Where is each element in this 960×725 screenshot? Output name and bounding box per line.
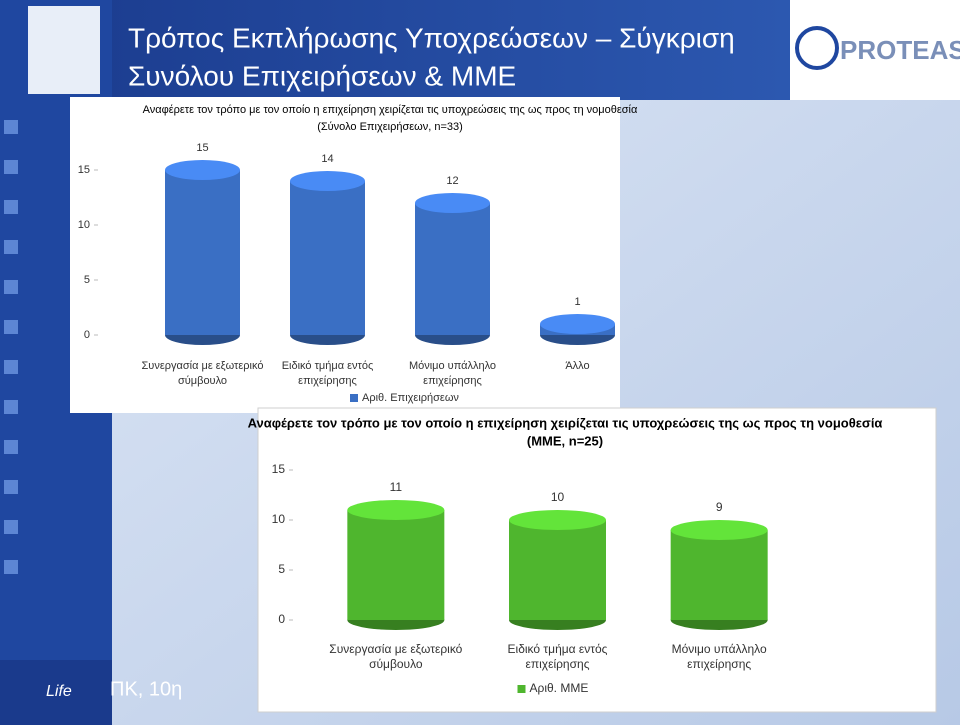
legend-label: Αριθ. Επιχειρήσεων — [362, 392, 459, 404]
value-label: 12 — [446, 175, 458, 187]
y-tick-label: 15 — [78, 164, 90, 176]
cylinder-top — [415, 193, 490, 213]
y-tick-label: 15 — [272, 462, 286, 476]
eu-logo — [0, 660, 112, 725]
cylinder-top — [670, 520, 768, 540]
x-tick-label: Ειδικό τμήμα εντός — [282, 360, 374, 372]
cylinder-bar — [509, 510, 606, 630]
y-tick-label: 10 — [78, 219, 90, 231]
cylinder-top — [290, 171, 365, 191]
chart-title: Αναφέρετε τον τρόπο με τον οποίο η επιχε… — [143, 104, 638, 116]
cylinder-top — [165, 160, 240, 180]
slide-title: Συνόλου Επιχειρήσεων & ΜΜΕ — [128, 60, 516, 91]
y-tick-label: 10 — [272, 512, 286, 526]
cylinder-top — [509, 510, 606, 530]
legend-swatch — [517, 685, 526, 693]
title-band — [0, 0, 790, 100]
footer: ΠΚ, 10η — [110, 678, 182, 700]
cylinder-body — [290, 181, 365, 335]
life-badge: Life — [46, 683, 72, 700]
y-tick-label: 5 — [278, 562, 285, 576]
x-tick-label: επιχείρησης — [298, 375, 357, 387]
value-label: 10 — [551, 490, 565, 504]
value-label: 1 — [574, 296, 580, 308]
chart-title: (Σύνολο Επιχειρήσεων, n=33) — [317, 121, 463, 133]
x-tick-label: επιχείρησης — [526, 657, 590, 671]
chart-title: (ΜΜΕ, n=25) — [527, 433, 603, 448]
legend-label: Αριθ. ΜΜΕ — [530, 681, 589, 695]
value-label: 11 — [390, 480, 403, 494]
university-logo — [28, 6, 100, 94]
value-label: 9 — [716, 500, 723, 514]
x-tick-label: Άλλο — [565, 360, 589, 372]
slide-title: Τρόπος Εκπλήρωσης Υποχρεώσεων – Σύγκριση — [128, 22, 735, 53]
x-tick-label: Μόνιμο υπάλληλο — [672, 642, 767, 656]
x-tick-label: Ειδικό τμήμα εντός — [508, 642, 608, 656]
cylinder-bar — [165, 160, 240, 345]
y-tick-label: 5 — [84, 274, 90, 286]
cylinder-bar — [670, 520, 768, 630]
strip-squares — [4, 120, 18, 574]
chart-title: Αναφέρετε τον τρόπο με τον οποίο η επιχε… — [248, 415, 883, 430]
cylinder-body — [509, 520, 606, 620]
x-tick-label: επιχείρησης — [687, 657, 751, 671]
cylinder-bar — [290, 171, 365, 345]
cylinder-body — [415, 203, 490, 335]
logo-area — [790, 0, 960, 100]
cylinder-top — [347, 500, 445, 520]
value-label: 15 — [196, 142, 208, 154]
cylinder-bar — [347, 500, 445, 630]
cylinder-bar — [415, 193, 490, 345]
logo-text: PROTEAS — [840, 35, 960, 65]
x-tick-label: Συνεργασία με εξωτερικό — [142, 360, 264, 372]
cylinder-body — [670, 530, 768, 620]
cylinder-top — [540, 314, 615, 334]
x-tick-label: επιχείρησης — [423, 375, 482, 387]
y-tick-label: 0 — [278, 612, 285, 626]
x-tick-label: Συνεργασία με εξωτερικό — [329, 642, 462, 656]
logo-emblem — [795, 26, 839, 70]
y-tick-label: 0 — [84, 329, 90, 341]
x-tick-label: σύμβουλο — [178, 375, 227, 387]
legend-swatch — [350, 394, 358, 402]
cylinder-body — [165, 170, 240, 335]
value-label: 14 — [321, 153, 333, 165]
x-tick-label: Μόνιμο υπάλληλο — [409, 360, 496, 372]
cylinder-body — [347, 510, 445, 620]
cylinder-bar — [540, 314, 615, 345]
x-tick-label: σύμβουλο — [369, 657, 423, 671]
